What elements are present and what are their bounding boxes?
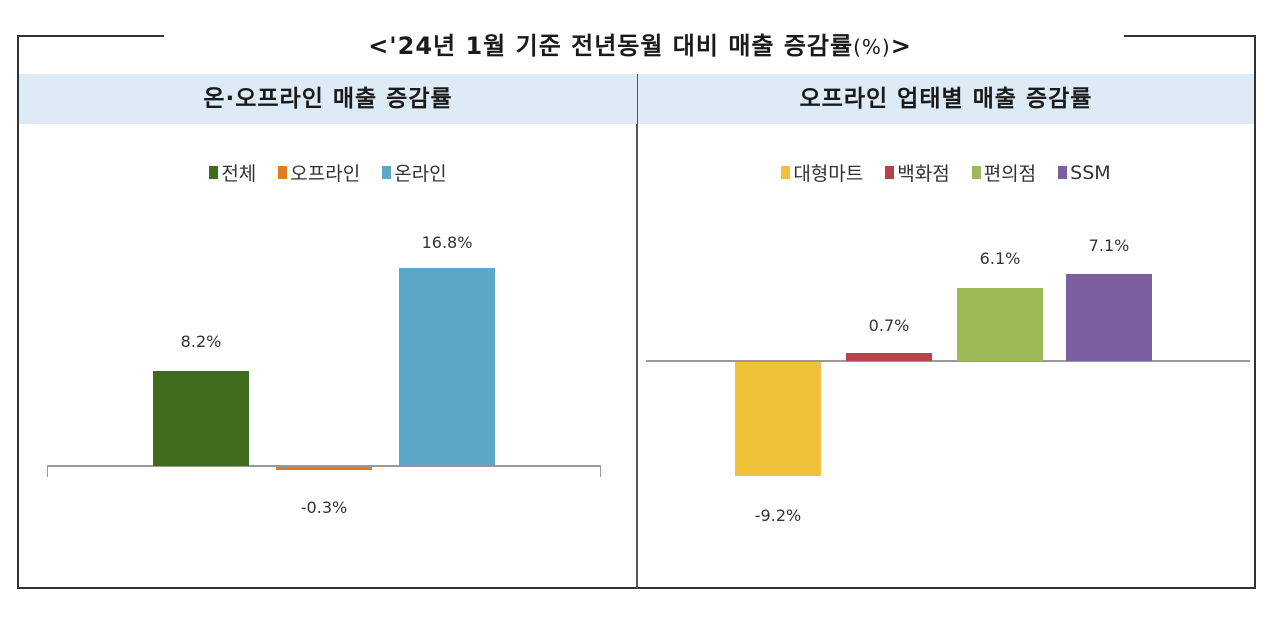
legend-item-mart: 대형마트 [781, 159, 863, 186]
title-unit: (%) [853, 35, 891, 59]
x-axis [47, 465, 601, 467]
legend-label: 전체 [221, 163, 257, 185]
legend-item-offline: 오프라인 [278, 159, 360, 186]
bar-offline [276, 467, 372, 470]
bar-total [153, 371, 249, 466]
panel-divider [636, 74, 638, 589]
legend-label: 편의점 [983, 163, 1037, 185]
plot-area: -9.2% 0.7% 6.1% 7.1% [638, 74, 1254, 589]
legend-label: SSM [1070, 161, 1111, 184]
legend: 대형마트 백화점 편의점 SSM [638, 159, 1254, 186]
legend-item-total: 전체 [209, 159, 256, 186]
legend-swatch-ssm [1058, 166, 1068, 179]
legend-item-online: 온라인 [382, 159, 447, 186]
frame-top-line-left [17, 35, 164, 37]
legend-swatch-mart [781, 166, 791, 179]
bar-ssm [1066, 274, 1152, 361]
legend-swatch-conv [971, 166, 981, 179]
legend-swatch-dept [885, 166, 895, 179]
bar-dept [846, 353, 932, 361]
legend-swatch-total [209, 166, 219, 179]
legend-swatch-online [382, 166, 392, 179]
bar-conv [957, 288, 1043, 361]
page-title: <'24년 1월 기준 전년동월 대비 매출 증감률(%)> [0, 26, 1280, 61]
legend-item-dept: 백화점 [885, 159, 950, 186]
bar-label-conv: 6.1% [979, 249, 1021, 268]
bar-mart [735, 362, 821, 476]
frame-top-line-right [1124, 35, 1256, 37]
legend-item-conv: 편의점 [971, 159, 1037, 186]
bar-online [399, 268, 495, 466]
offline-format-panel: 오프라인 업태별 매출 증감률 대형마트 백화점 편의점 SSM -9.2% 0… [638, 74, 1254, 589]
axis-tick [600, 465, 601, 477]
bar-label-total: 8.2% [180, 332, 222, 351]
axis-tick [47, 465, 48, 477]
x-axis [646, 360, 1250, 362]
bar-label-online: 16.8% [421, 233, 473, 252]
panel-title: 오프라인 업태별 매출 증감률 [638, 74, 1254, 124]
legend-item-ssm: SSM [1058, 159, 1111, 186]
bar-label-mart: -9.2% [754, 506, 802, 525]
bar-label-offline: -0.3% [300, 498, 348, 517]
legend-swatch-offline [278, 166, 288, 179]
legend-label: 대형마트 [793, 163, 864, 185]
bar-label-dept: 0.7% [868, 316, 910, 335]
bar-label-ssm: 7.1% [1088, 236, 1130, 255]
legend-label: 오프라인 [290, 163, 361, 185]
title-text: <'24년 1월 기준 전년동월 대비 매출 증감률 [368, 32, 854, 60]
legend-label: 온라인 [394, 163, 447, 185]
plot-area: 8.2% -0.3% 16.8% [19, 74, 637, 589]
legend-label: 백화점 [897, 163, 950, 185]
panel-title: 온·오프라인 매출 증감률 [19, 74, 637, 124]
legend: 전체 오프라인 온라인 [19, 159, 637, 186]
online-offline-panel: 온·오프라인 매출 증감률 전체 오프라인 온라인 8.2% -0.3% 16.… [19, 74, 637, 589]
title-suffix: > [890, 32, 912, 60]
